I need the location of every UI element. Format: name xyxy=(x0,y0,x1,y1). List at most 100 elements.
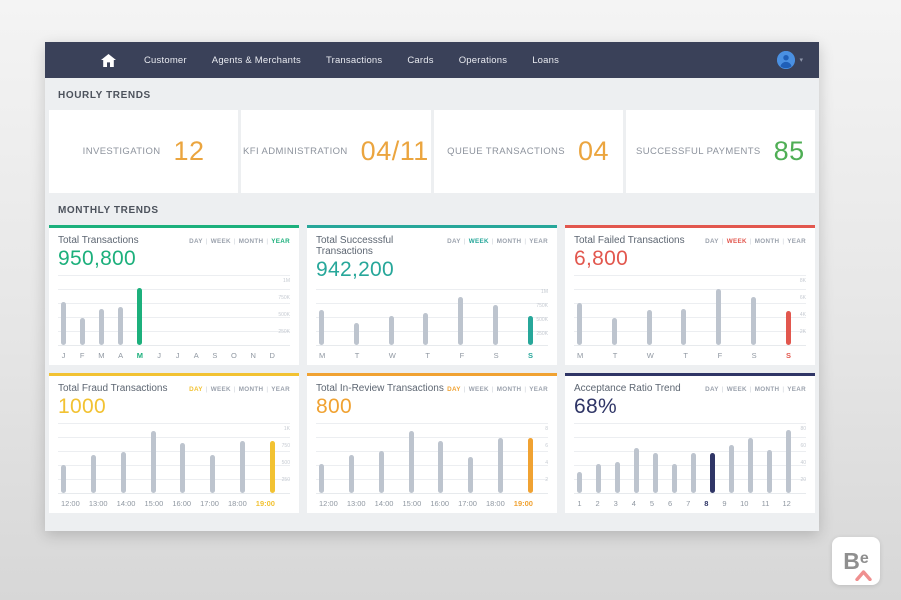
nav-item-transactions[interactable]: Transactions xyxy=(325,54,383,66)
bar-2 xyxy=(596,463,601,493)
period-separator: | xyxy=(233,238,236,245)
period-option-day[interactable]: DAY xyxy=(705,238,719,245)
period-separator: | xyxy=(749,386,752,393)
home-icon xyxy=(101,53,116,67)
period-option-year[interactable]: YEAR xyxy=(271,386,290,393)
period-option-month[interactable]: MONTH xyxy=(238,238,264,245)
period-separator: | xyxy=(721,386,724,393)
period-option-month[interactable]: MONTH xyxy=(754,386,780,393)
period-option-year[interactable]: YEAR xyxy=(529,238,548,245)
period-option-week[interactable]: WEEK xyxy=(726,238,747,245)
period-option-week[interactable]: WEEK xyxy=(210,238,231,245)
period-option-month[interactable]: MONTH xyxy=(238,386,264,393)
period-option-week[interactable]: WEEK xyxy=(468,386,489,393)
home-button[interactable] xyxy=(101,53,116,67)
period-separator: | xyxy=(463,386,466,393)
period-option-year[interactable]: YEAR xyxy=(787,386,806,393)
x-label-m: M xyxy=(319,351,326,360)
period-option-month[interactable]: MONTH xyxy=(496,238,522,245)
period-separator: | xyxy=(782,386,785,393)
bar-17-00 xyxy=(468,456,474,493)
bars-area xyxy=(577,275,791,345)
bar-m xyxy=(577,303,582,345)
period-option-day[interactable]: DAY xyxy=(705,386,719,393)
kpi-card-successful-payments[interactable]: SUCCESSFUL PAYMENTS 85 xyxy=(625,110,815,193)
chart-title: Acceptance Ratio Trend xyxy=(574,383,681,394)
period-option-week[interactable]: WEEK xyxy=(726,386,747,393)
kpi-row: INVESTIGATION 12 KFI ADMINISTRATION 04/11 QU… xyxy=(49,110,815,193)
nav-item-customer[interactable]: Customer xyxy=(144,54,187,66)
x-label-s: S xyxy=(751,351,757,360)
x-label-d: D xyxy=(269,351,275,360)
nav-item-cards[interactable]: Cards xyxy=(407,54,434,66)
period-separator: | xyxy=(233,386,236,393)
nav-item-agents-merchants[interactable]: Agents & Merchants xyxy=(211,54,301,66)
chart-card-total-failed-transactions: Total Failed Transactions DAY | WEEK | MONTH |… xyxy=(565,225,815,365)
nav-item-operations[interactable]: Operations xyxy=(458,54,508,66)
period-separator: | xyxy=(749,238,752,245)
x-label-1: 1 xyxy=(577,499,582,508)
period-option-month[interactable]: MONTH xyxy=(496,386,522,393)
kpi-value: 04/11 xyxy=(360,136,429,166)
bar-10 xyxy=(748,438,753,493)
x-label-18-00: 18:00 xyxy=(227,499,247,508)
x-label-f: F xyxy=(459,351,465,360)
chart-header: Acceptance Ratio Trend DAY | WEEK | MONTH | YEA… xyxy=(574,383,806,394)
chart-title: Total Transactions xyxy=(58,235,139,246)
chart-card-acceptance-ratio-trend: Acceptance Ratio Trend DAY | WEEK | MONTH | YEA… xyxy=(565,373,815,513)
x-label-w: W xyxy=(646,351,654,360)
y-tick: 750K xyxy=(536,302,548,309)
period-option-week[interactable]: WEEK xyxy=(210,386,231,393)
logo-letter-b: B xyxy=(843,547,860,574)
x-label-17-00: 17:00 xyxy=(458,499,477,508)
y-tick: 40 xyxy=(800,459,806,466)
bar-19-00 xyxy=(269,440,275,493)
kpi-card-queue-transactions[interactable]: QUEUE TRANSACTIONS 04 xyxy=(433,110,623,193)
chart-header: Total Successsful Transactions DAY | WEEK | M… xyxy=(316,235,548,257)
kpi-value: 04 xyxy=(578,136,610,166)
chart-plot: 1M 750K 500K 250K xyxy=(58,275,290,345)
period-selector: DAY | WEEK | MONTH | YEAR xyxy=(705,386,806,393)
x-label-t: T xyxy=(683,351,688,360)
user-menu[interactable]: ▾ xyxy=(777,51,803,69)
x-label-19-00: 19:00 xyxy=(513,499,533,508)
x-label-17-00: 17:00 xyxy=(200,499,219,508)
bar-w xyxy=(646,310,652,345)
period-separator: | xyxy=(491,238,494,245)
period-option-day[interactable]: DAY xyxy=(189,386,203,393)
bar-18-00 xyxy=(498,438,504,493)
logo-letter-e: e xyxy=(859,549,869,567)
period-option-week[interactable]: WEEK xyxy=(468,238,489,245)
chart-card-total-successsful-transactions: Total Successsful Transactions DAY | WEEK | M… xyxy=(307,225,557,365)
chart-card-total-fraud-transactions: Total Fraud Transactions DAY | WEEK | MONTH | Y… xyxy=(49,373,299,513)
bar-11 xyxy=(767,449,772,493)
period-option-day[interactable]: DAY xyxy=(189,238,203,245)
bar-7 xyxy=(691,453,696,493)
period-option-year[interactable]: YEAR xyxy=(787,238,806,245)
kpi-label: KFI ADMINISTRATION xyxy=(243,146,348,157)
hourly-trends-header: HOURLY TRENDS xyxy=(58,90,151,101)
nav-item-loans[interactable]: Loans xyxy=(532,54,560,66)
x-label-14-00: 14:00 xyxy=(116,499,136,508)
chart-title: Total In-Review Transactions xyxy=(316,383,444,394)
period-option-day[interactable]: DAY xyxy=(447,238,461,245)
period-selector: DAY | WEEK | MONTH | YEAR xyxy=(447,238,548,245)
x-label-m: M xyxy=(577,351,584,360)
x-label-f: F xyxy=(79,351,85,360)
chart-header: Total In-Review Transactions DAY | WEEK | MON… xyxy=(316,383,548,394)
kpi-card-kfi-administration[interactable]: KFI ADMINISTRATION 04/11 xyxy=(241,110,431,193)
y-tick: 1K xyxy=(283,426,290,433)
kpi-card-investigation[interactable]: INVESTIGATION 12 xyxy=(49,110,239,193)
chart-plot: 8K 6K 4K 2K xyxy=(574,275,806,345)
bar-16-00 xyxy=(180,442,186,493)
bar-t xyxy=(423,313,429,345)
watermark-card: Be xyxy=(832,537,880,585)
period-option-year[interactable]: YEAR xyxy=(529,386,548,393)
period-option-year[interactable]: YEAR xyxy=(271,238,290,245)
x-axis: 1 2 3 4 5 6 7 8 9 10 11 12 xyxy=(574,493,806,513)
period-option-day[interactable]: DAY xyxy=(447,386,461,393)
period-option-month[interactable]: MONTH xyxy=(754,238,780,245)
kpi-label: SUCCESSFUL PAYMENTS xyxy=(636,146,761,157)
bar-19-00 xyxy=(527,438,533,493)
